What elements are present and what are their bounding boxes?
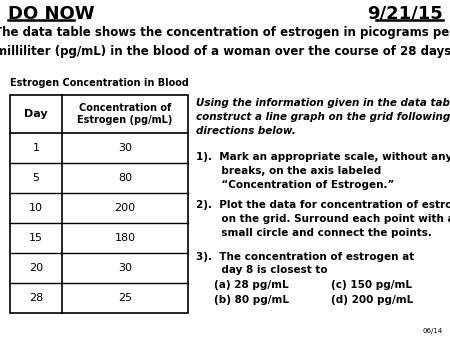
Text: 1).  Mark an appropriate scale, without any
       breaks, on the axis labeled
 : 1). Mark an appropriate scale, without a… — [196, 152, 450, 190]
Text: 20: 20 — [29, 263, 43, 273]
Bar — [10, 95, 188, 313]
Text: (d) 200 pg/mL: (d) 200 pg/mL — [331, 295, 413, 305]
Text: Estrogen Concentration in Blood: Estrogen Concentration in Blood — [9, 78, 189, 88]
Text: 180: 180 — [114, 233, 135, 243]
Text: (b) 80 pg/mL: (b) 80 pg/mL — [214, 295, 289, 305]
Text: 3).  The concentration of estrogen at: 3). The concentration of estrogen at — [196, 252, 414, 262]
Text: 30: 30 — [118, 143, 132, 153]
Text: 06/14: 06/14 — [423, 328, 443, 334]
Text: (a) 28 pg/mL: (a) 28 pg/mL — [214, 280, 288, 290]
Text: 1: 1 — [32, 143, 40, 153]
Text: 10: 10 — [29, 203, 43, 213]
Text: 80: 80 — [118, 173, 132, 183]
Text: 15: 15 — [29, 233, 43, 243]
Text: 25: 25 — [118, 293, 132, 303]
Text: Concentration of
Estrogen (pg/mL): Concentration of Estrogen (pg/mL) — [77, 103, 173, 125]
Text: (c) 150 pg/mL: (c) 150 pg/mL — [331, 280, 412, 290]
Text: 2).  Plot the data for concentration of estrogen
       on the grid. Surround ea: 2). Plot the data for concentration of e… — [196, 200, 450, 238]
Text: 30: 30 — [118, 263, 132, 273]
Text: day 8 is closest to: day 8 is closest to — [196, 265, 328, 275]
Text: 200: 200 — [114, 203, 135, 213]
Text: Day: Day — [24, 109, 48, 119]
Text: DO NOW: DO NOW — [8, 5, 94, 23]
Text: 9/21/15: 9/21/15 — [367, 5, 443, 23]
Text: 5: 5 — [32, 173, 40, 183]
Text: 28: 28 — [29, 293, 43, 303]
Text: Using the information given in the data table,
construct a line graph on the gri: Using the information given in the data … — [196, 98, 450, 136]
Text: The data table shows the concentration of estrogen in picograms per
milliliter (: The data table shows the concentration o… — [0, 26, 450, 57]
